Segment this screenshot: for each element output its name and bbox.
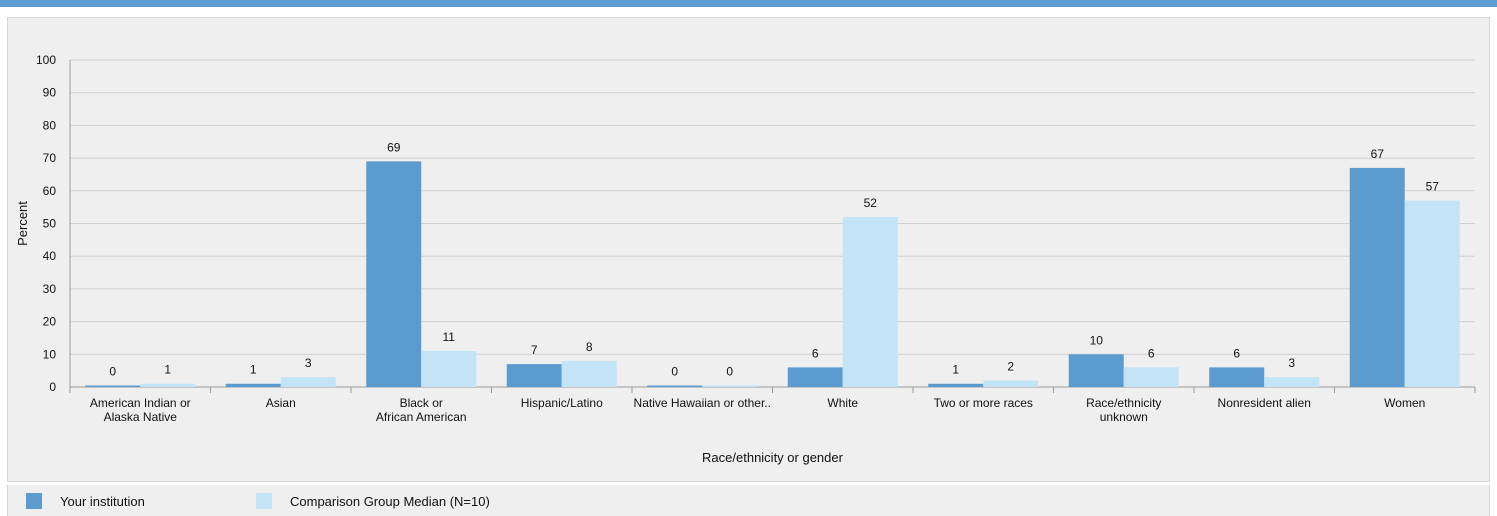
- legend-label-your-institution: Your institution: [60, 493, 145, 509]
- y-tick-label-100: 100: [36, 53, 56, 67]
- x-tick-label: Women: [1384, 396, 1425, 410]
- legend-swatch-comparison-group: [256, 493, 272, 509]
- bar-comparison-group: [1123, 367, 1179, 387]
- x-tick-label: Two or more races: [934, 396, 1033, 410]
- bar-comparison-group: [561, 360, 617, 387]
- data-label: 0: [671, 365, 678, 379]
- bar-comparison-group: [702, 385, 758, 387]
- bar-comparison-group: [842, 216, 898, 387]
- bar-comparison-group: [1264, 377, 1320, 387]
- bar-your-institution: [787, 367, 843, 387]
- y-tick-label-0: 0: [49, 380, 56, 394]
- bar-your-institution: [506, 364, 562, 387]
- y-tick-label-50: 50: [43, 217, 57, 231]
- x-axis-title: Race/ethnicity or gender: [702, 450, 844, 465]
- x-tick-label: Native Hawaiian or other..: [634, 396, 771, 410]
- data-label: 52: [864, 196, 878, 210]
- y-tick-label-30: 30: [43, 282, 57, 296]
- y-tick-label-20: 20: [43, 315, 57, 329]
- data-label: 3: [305, 356, 312, 370]
- data-label: 1: [164, 363, 171, 377]
- bar-your-institution: [928, 383, 984, 387]
- x-tick-label: Asian: [266, 396, 296, 410]
- data-label: 6: [812, 346, 819, 360]
- bar-your-institution: [647, 385, 703, 387]
- data-label: 69: [387, 140, 401, 154]
- y-tick-label-90: 90: [43, 86, 57, 100]
- x-tick-label: Race/ethnicity unknown: [1086, 396, 1161, 424]
- bar-your-institution: [1209, 367, 1265, 387]
- y-tick-label-10: 10: [43, 347, 57, 361]
- x-tick-label: American Indian or Alaska Native: [90, 396, 191, 424]
- data-label: 6: [1233, 346, 1240, 360]
- data-label: 1: [952, 363, 959, 377]
- data-label: 11: [443, 330, 456, 344]
- x-tick-label: Hispanic/Latino: [521, 396, 603, 410]
- y-tick-label-60: 60: [43, 184, 57, 198]
- x-tick-label: Nonresident alien: [1218, 396, 1311, 410]
- bar-comparison-group: [1404, 200, 1460, 387]
- data-label: 57: [1426, 180, 1440, 194]
- y-tick-label-40: 40: [43, 249, 57, 263]
- data-label: 7: [531, 343, 538, 357]
- y-tick-label-80: 80: [43, 118, 57, 132]
- x-tick-label: White: [827, 396, 858, 410]
- y-tick-label-70: 70: [43, 151, 57, 165]
- bar-your-institution: [225, 383, 281, 387]
- bar-your-institution: [85, 385, 141, 387]
- top-accent-bar: [0, 0, 1497, 7]
- bar-your-institution: [366, 161, 422, 387]
- data-label: 1: [250, 363, 257, 377]
- data-label: 6: [1148, 346, 1155, 360]
- bar-comparison-group: [421, 351, 477, 387]
- legend-item-comparison-group: Comparison Group Median (N=10): [256, 493, 490, 509]
- data-label: 8: [586, 340, 593, 354]
- bar-comparison-group: [280, 377, 336, 387]
- data-label: 2: [1007, 359, 1014, 373]
- bar-comparison-group: [983, 380, 1039, 387]
- data-label: 67: [1371, 147, 1385, 161]
- bar-your-institution: [1349, 167, 1405, 387]
- legend-swatch-your-institution: [26, 493, 42, 509]
- data-label: 0: [109, 365, 116, 379]
- bar-comparison-group: [140, 383, 196, 387]
- data-label: 10: [1090, 333, 1104, 347]
- y-axis-title: Percent: [15, 201, 30, 246]
- legend-item-your-institution: Your institution: [26, 493, 145, 509]
- legend-label-comparison-group: Comparison Group Median (N=10): [290, 493, 490, 509]
- legend: Your institution Comparison Group Median…: [7, 485, 1490, 516]
- bar-your-institution: [1068, 354, 1124, 387]
- data-label: 0: [726, 365, 733, 379]
- data-label: 3: [1288, 356, 1295, 370]
- x-tick-label: Black or African American: [376, 396, 467, 424]
